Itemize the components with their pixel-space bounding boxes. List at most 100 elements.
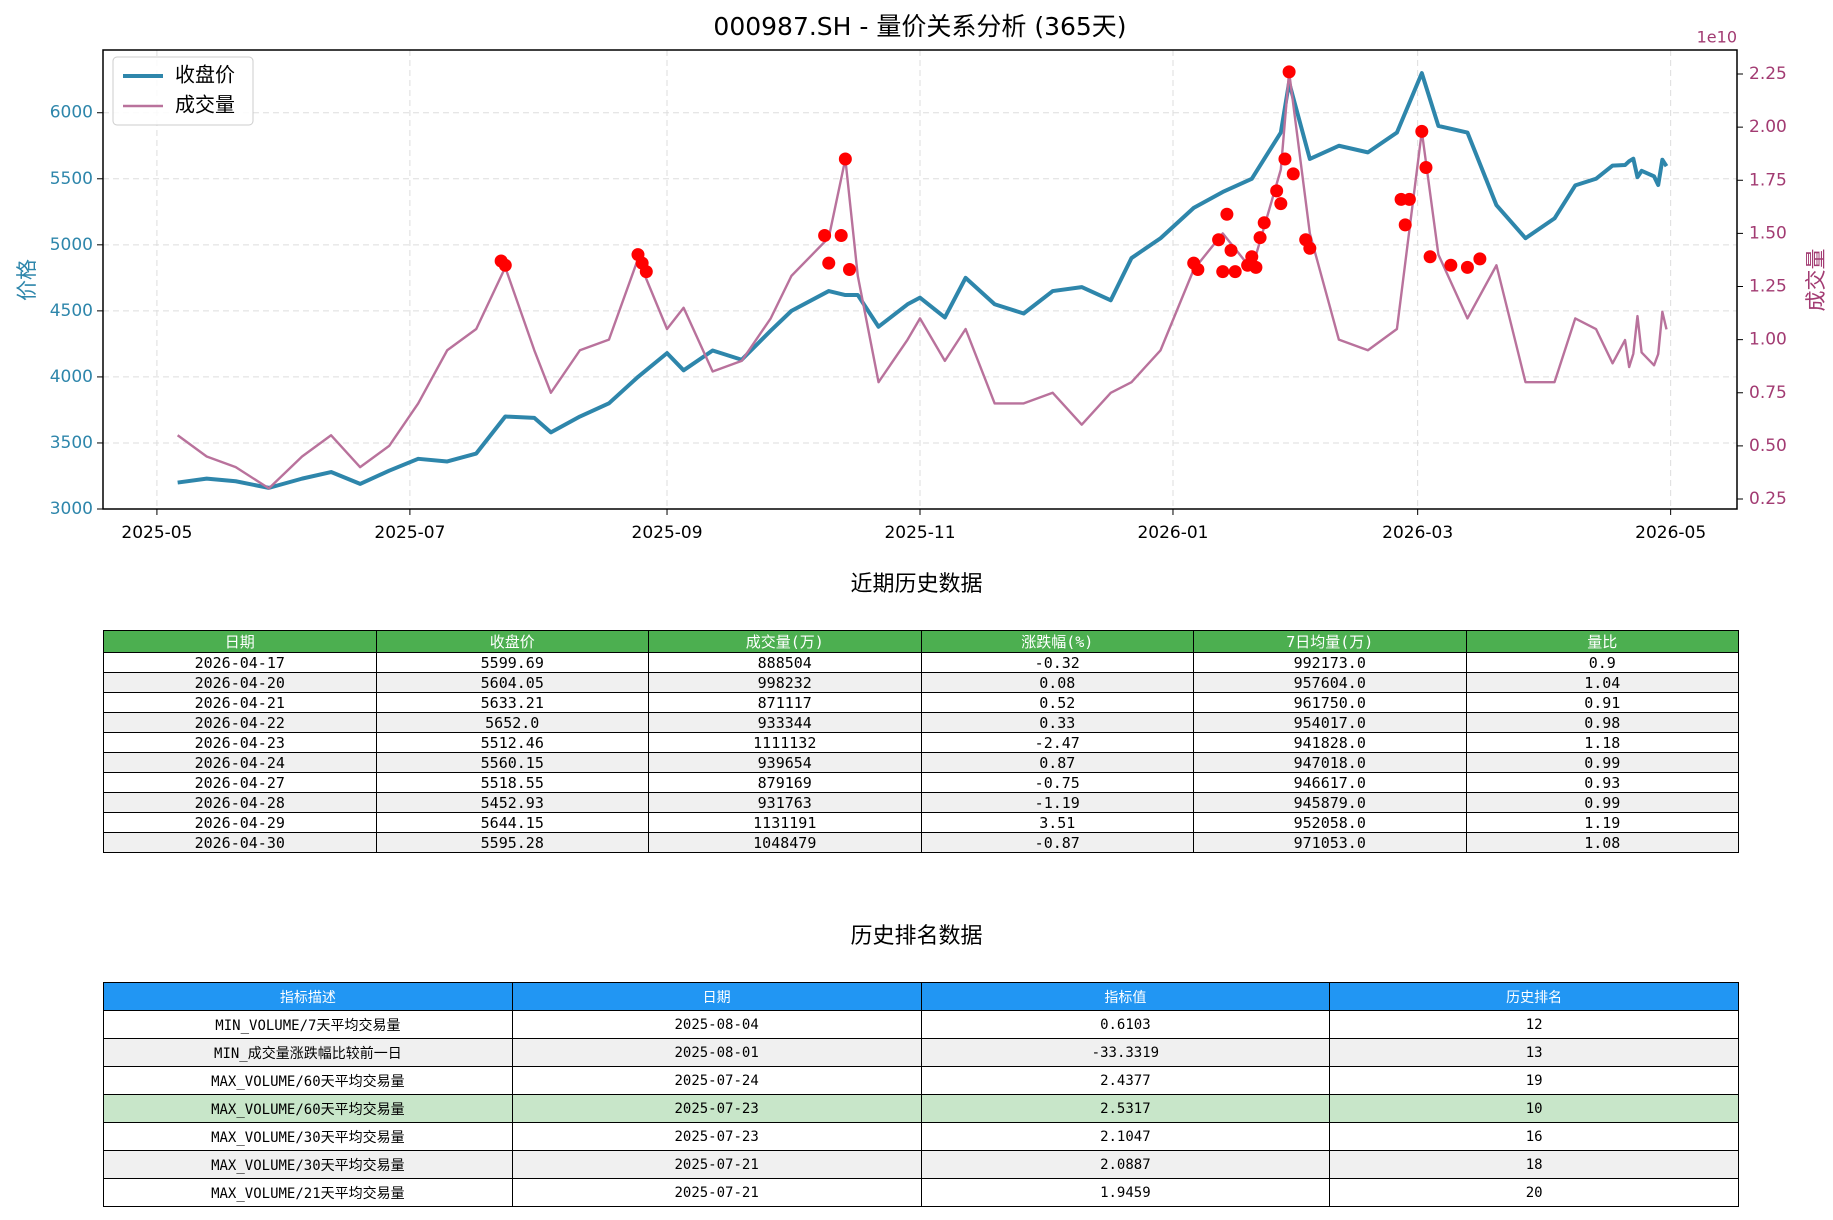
table-row: MIN_成交量涨跌幅比较前一日 2025-08-01 -33.3319 13 (103, 1038, 1739, 1067)
highlight-point (1278, 152, 1292, 166)
highlight-point (498, 258, 512, 272)
table-cell: 5633.21 (375, 692, 649, 713)
table-cell: 5595.28 (375, 832, 649, 853)
header-cell: 收盘价 (375, 630, 649, 653)
table-cell: 1.19 (1465, 812, 1739, 833)
highlight-point (1473, 252, 1487, 266)
table-cell: 5599.69 (375, 652, 649, 673)
table-row: 2026-04-23 5512.46 1111132 -2.47 941828.0 1.1… (103, 732, 1739, 753)
table-title: 近期历史数据 (850, 572, 983, 597)
table-cell: 888504 (648, 652, 922, 673)
x-tick-label: 2026-05 (1635, 523, 1706, 543)
table-cell: 998232 (648, 672, 922, 693)
highlight-point (838, 152, 852, 166)
table-row: 2026-04-24 5560.15 939654 0.87 947018.0 0.99 (103, 752, 1739, 773)
table-cell: 5644.15 (375, 812, 649, 833)
highlight-point (1398, 218, 1412, 232)
header-row: 日期 收盘价 成交量(万) 涨跌幅(%) 7日均量(万) 量比 (103, 630, 1739, 653)
table-cell: 20 (1329, 1178, 1739, 1207)
table-cell: 5518.55 (375, 772, 649, 793)
table-cell: 954017.0 (1193, 712, 1467, 733)
table-row: 2026-04-27 5518.55 879169 -0.75 946617.0 0.93 (103, 772, 1739, 793)
highlight-point (1419, 161, 1433, 175)
header-row: 指标描述 日期 指标值 历史排名 (103, 982, 1739, 1011)
table-cell: 1.08 (1465, 832, 1739, 853)
table-cell: -0.75 (920, 772, 1194, 793)
header-cell: 历史排名 (1329, 982, 1739, 1011)
series-line (176, 70, 1668, 490)
table-row: 2026-04-29 5644.15 1131191 3.51 952058.0 1.19 (103, 812, 1739, 833)
y2-tick-label: 0.25 (1749, 489, 1787, 509)
table-row: 2026-04-30 5595.28 1048479 -0.87 971053.0 1.0… (103, 832, 1739, 853)
highlight-point (639, 265, 653, 279)
y2-axis-label: 成交量 (1804, 249, 1828, 312)
highlight-point (818, 229, 832, 243)
table-cell: 0.52 (920, 692, 1194, 713)
highlight-point (1245, 250, 1259, 264)
table-cell: 3.51 (920, 812, 1194, 833)
table-cell: 2.1047 (920, 1122, 1331, 1151)
y-tick-label: 3500 (50, 433, 93, 453)
table-cell: MAX_VOLUME/60天平均交易量 (103, 1066, 513, 1095)
table-cell: 941828.0 (1193, 732, 1467, 753)
table-cell: 16 (1329, 1122, 1739, 1151)
table-row: 2026-04-28 5452.93 931763 -1.19 945879.0 0.99 (103, 792, 1739, 813)
table-cell: 19 (1329, 1066, 1739, 1095)
highlight-point (1270, 184, 1284, 198)
table-cell: -0.87 (920, 832, 1194, 853)
table-cell: -2.47 (920, 732, 1194, 753)
table-cell: 2026-04-23 (103, 732, 377, 753)
header-cell: 量比 (1465, 630, 1739, 653)
table-cell: 1111132 (648, 732, 922, 753)
table-cell: 0.99 (1465, 792, 1739, 813)
table-cell: -1.19 (920, 792, 1194, 813)
table-cell: -33.3319 (920, 1038, 1331, 1067)
table-cell: 879169 (648, 772, 922, 793)
table-cell: 2026-04-17 (103, 652, 377, 673)
chart-title: 000987.SH - 量价关系分析 (365天) (713, 12, 1126, 41)
table-cell: 2.5317 (920, 1094, 1331, 1123)
y-tick-label: 4000 (50, 367, 93, 387)
x-tick-label: 2025-07 (374, 523, 445, 543)
table-cell: 0.98 (1465, 712, 1739, 733)
table-cell: 2026-04-29 (103, 812, 377, 833)
highlight-point (1444, 258, 1458, 272)
table-cell: 2025-07-21 (511, 1150, 922, 1179)
legend-label: 收盘价 (175, 63, 235, 87)
table-row: MAX_VOLUME/60天平均交易量 2025-07-23 2.5317 10 (103, 1094, 1739, 1123)
table-cell: 0.93 (1465, 772, 1739, 793)
table-cell: 957604.0 (1193, 672, 1467, 693)
table-cell: 2.4377 (920, 1066, 1331, 1095)
table-cell: 2025-07-23 (511, 1122, 922, 1151)
table-cell: MIN_VOLUME/7天平均交易量 (103, 1010, 513, 1039)
table-cell: 0.99 (1465, 752, 1739, 773)
highlight-point (1216, 265, 1230, 279)
table-cell: 10 (1329, 1094, 1739, 1123)
highlight-point (842, 263, 856, 277)
table-cell: 12 (1329, 1010, 1739, 1039)
table-cell: 13 (1329, 1038, 1739, 1067)
highlight-point (1402, 192, 1416, 206)
y2-tick-label: 1.50 (1749, 223, 1787, 243)
y2-offset-label: 1e10 (1697, 28, 1737, 47)
y-tick-label: 6000 (50, 103, 93, 123)
data-table: 日期 收盘价 成交量(万) 涨跌幅(%) 7日均量(万) 量比 2026-04-17 5599… (103, 630, 1739, 853)
highlight-point (1220, 207, 1234, 221)
table-cell: 2025-07-24 (511, 1066, 922, 1095)
x-tick-label: 2025-09 (632, 523, 703, 543)
header-cell: 日期 (103, 630, 377, 653)
table-cell: 5560.15 (375, 752, 649, 773)
table-cell: 5604.05 (375, 672, 649, 693)
table-row: 2026-04-20 5604.05 998232 0.08 957604.0 1.04 (103, 672, 1739, 693)
series-line (177, 71, 1669, 490)
table-cell: 0.9 (1465, 652, 1739, 673)
highlight-point (1249, 260, 1263, 274)
table-cell: 2026-04-27 (103, 772, 377, 793)
y-tick-label: 5000 (50, 235, 93, 255)
table-cell: 961750.0 (1193, 692, 1467, 713)
table-row: MAX_VOLUME/60天平均交易量 2025-07-24 2.4377 19 (103, 1066, 1739, 1095)
header-cell: 7日均量(万) (1193, 630, 1467, 653)
table-row: 2026-04-21 5633.21 871117 0.52 961750.0 0.91 (103, 692, 1739, 713)
table-cell: 5452.93 (375, 792, 649, 813)
